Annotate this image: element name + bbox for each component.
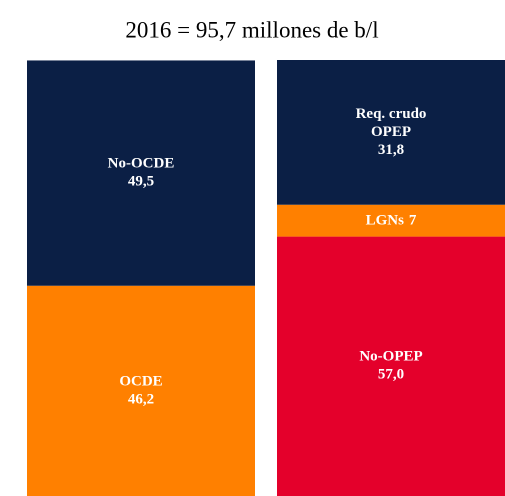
segment-value: 46,2 (128, 391, 154, 407)
bar-segment (27, 60, 255, 286)
chart-title: 2016 = 95,7 millones de b/l (125, 17, 378, 42)
bar-segment (277, 236, 505, 496)
segment-value: 31,8 (378, 142, 404, 158)
segment-value: 57,0 (378, 367, 404, 383)
bar-segment (277, 204, 505, 237)
segment-name: Req. crudo (356, 106, 427, 122)
bar-segment (27, 285, 255, 496)
segment-value: 7 (409, 213, 417, 229)
segment-name: OPEP (371, 124, 411, 140)
segment-name: No-OCDE (108, 156, 175, 172)
segment-name: No-OPEP (359, 349, 422, 365)
segment-label: LGNs 7 (366, 213, 417, 229)
segment-name: OCDE (119, 373, 162, 389)
bar-segment (277, 60, 505, 205)
segment-name: LGNs (366, 213, 405, 229)
segment-value: 49,5 (128, 174, 154, 190)
